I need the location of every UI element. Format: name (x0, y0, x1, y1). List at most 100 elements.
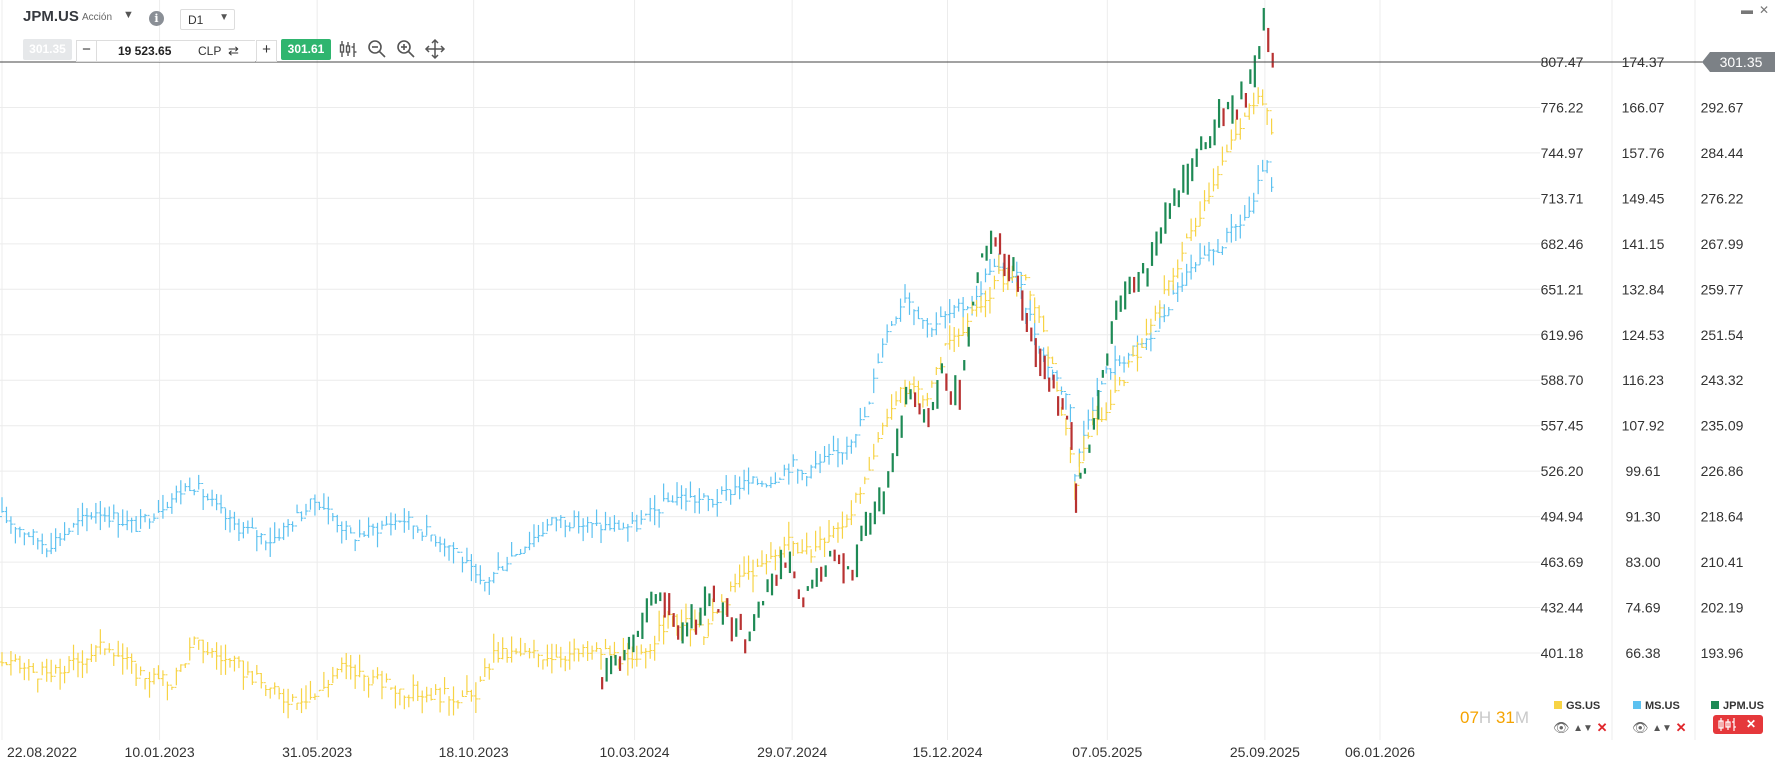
y-tick-label: 494.94 (1541, 509, 1584, 525)
decrease-quantity-button[interactable]: − (76, 40, 97, 62)
top-bar: JPM.US Acción ▼ i D1 ▼ ▬ ✕ (0, 0, 1775, 40)
y-tick-label: 166.07 (1622, 99, 1665, 115)
y-tick-label: 588.70 (1541, 372, 1584, 388)
x-tick-label: 22.08.2022 (7, 744, 77, 760)
y-tick-label: 284.44 (1701, 145, 1744, 161)
y-tick-label: 807.47 (1541, 54, 1584, 70)
x-tick-label: 07.05.2025 (1072, 744, 1142, 760)
x-tick-label: 10.01.2023 (125, 744, 195, 760)
y-tick-label: 91.30 (1625, 509, 1660, 525)
x-tick-label: 06.01.2026 (1345, 744, 1415, 760)
y-tick-label: 619.96 (1541, 327, 1584, 343)
increase-quantity-button[interactable]: + (256, 40, 277, 62)
legend-label-gs: GS.US (1566, 700, 1601, 712)
legend-jpm-us: JPM.US (1711, 700, 1764, 712)
y-tick-label: 463.69 (1541, 554, 1584, 570)
symbol-type: Acción (82, 12, 113, 23)
y-tick-label: 401.18 (1541, 645, 1584, 661)
y-tick-label: 174.37 (1622, 54, 1665, 70)
y-tick-label: 141.15 (1622, 236, 1665, 252)
current-price-tag (1702, 52, 1775, 72)
y-tick-label: 432.44 (1541, 600, 1584, 616)
y-tick-label: 107.92 (1622, 418, 1665, 434)
quantity-input[interactable]: 19 523.65 CLP ⇄ (97, 40, 255, 62)
y-tick-label: 226.86 (1701, 463, 1744, 479)
y-tick-label: 193.96 (1701, 645, 1744, 661)
y-tick-label: 651.21 (1541, 281, 1584, 297)
y-tick-label: 713.71 (1541, 190, 1584, 206)
eye-icon[interactable]: 👁 (1553, 720, 1570, 735)
remove-icon[interactable]: ✕ (1675, 720, 1687, 735)
timer-hours-unit: H (1478, 708, 1492, 727)
y-tick-label: 251.54 (1701, 327, 1744, 343)
move-icon[interactable] (424, 38, 446, 60)
legend-gs-us: GS.US (1554, 700, 1600, 712)
reorder-icon[interactable]: ▲▼ (1652, 723, 1672, 734)
y-tick-label: 292.67 (1701, 99, 1744, 115)
y-tick-label: 259.77 (1701, 281, 1744, 297)
x-tick-label: 15.12.2024 (912, 744, 982, 760)
symbol-name[interactable]: JPM.US (23, 8, 79, 25)
symbol-dropdown-icon[interactable]: ▼ (123, 9, 134, 21)
remove-icon[interactable]: ✕ (1746, 717, 1757, 731)
info-icon[interactable]: i (149, 11, 164, 26)
x-tick-label: 25.09.2025 (1230, 744, 1300, 760)
y-tick-label: 202.19 (1701, 600, 1744, 616)
candle-countdown-timer: 07H 31M (1460, 708, 1529, 728)
swap-icon[interactable]: ⇄ (228, 43, 239, 58)
jpm-series-controls: ✕ (1713, 715, 1763, 734)
y-tick-label: 526.20 (1541, 463, 1584, 479)
y-tick-label: 210.41 (1701, 554, 1744, 570)
legend-label-jpm: JPM.US (1723, 700, 1764, 712)
y-tick-label: 235.09 (1701, 418, 1744, 434)
y-tick-label: 157.76 (1622, 145, 1665, 161)
timer-hours: 07 (1460, 708, 1479, 727)
series-jpm-us (601, 7, 1274, 690)
buy-price-button[interactable]: 301.61 (281, 39, 331, 60)
y-tick-label: 557.45 (1541, 418, 1584, 434)
zoom-in-icon[interactable] (395, 38, 417, 60)
y-tick-label: 776.22 (1541, 99, 1584, 115)
sell-price-button[interactable]: 301.35 (23, 39, 72, 60)
timeframe-select[interactable]: D1 ▼ (180, 9, 235, 30)
y-tick-label: 132.84 (1622, 281, 1665, 297)
legend-ms-us: MS.US (1633, 700, 1680, 712)
minimize-icon[interactable]: ▬ (1741, 3, 1753, 17)
remove-icon[interactable]: ✕ (1596, 720, 1608, 735)
quantity-value: 19 523.65 (118, 44, 172, 58)
chevron-down-icon: ▼ (219, 12, 229, 23)
current-price-label: 301.35 (1720, 54, 1763, 70)
y-tick-label: 74.69 (1625, 600, 1660, 616)
timeframe-value: D1 (188, 13, 204, 27)
gs-series-controls: 👁 ▲▼ ✕ (1553, 720, 1607, 736)
y-tick-label: 682.46 (1541, 236, 1584, 252)
y-tick-label: 83.00 (1625, 554, 1660, 570)
legend-swatch-ms (1633, 701, 1641, 709)
eye-icon[interactable]: 👁 (1632, 720, 1649, 735)
y-tick-label: 267.99 (1701, 236, 1744, 252)
y-tick-label: 124.53 (1622, 327, 1665, 343)
y-tick-label: 243.32 (1701, 372, 1744, 388)
y-tick-label: 116.23 (1622, 372, 1664, 388)
series-gs-us (0, 87, 1274, 719)
legend-swatch-gs (1554, 701, 1562, 709)
timer-minutes: 31 (1495, 708, 1515, 727)
reorder-icon[interactable]: ▲▼ (1573, 723, 1593, 734)
close-icon[interactable]: ✕ (1759, 3, 1770, 17)
legend-swatch-jpm (1711, 701, 1719, 709)
y-tick-label: 99.61 (1625, 463, 1660, 479)
legend-label-ms: MS.US (1645, 700, 1680, 712)
x-tick-label: 10.03.2024 (600, 744, 670, 760)
series-ms-us (0, 159, 1274, 595)
candles-icon[interactable] (1716, 715, 1738, 734)
x-tick-label: 29.07.2024 (757, 744, 827, 760)
y-tick-label: 218.64 (1701, 509, 1744, 525)
chart-type-icon[interactable] (338, 38, 360, 60)
zoom-out-icon[interactable] (366, 38, 388, 60)
y-tick-label: 66.38 (1625, 645, 1660, 661)
y-tick-label: 744.97 (1541, 145, 1584, 161)
x-tick-label: 31.05.2023 (282, 744, 352, 760)
x-tick-label: 18.10.2023 (439, 744, 509, 760)
y-tick-label: 149.45 (1622, 190, 1665, 206)
